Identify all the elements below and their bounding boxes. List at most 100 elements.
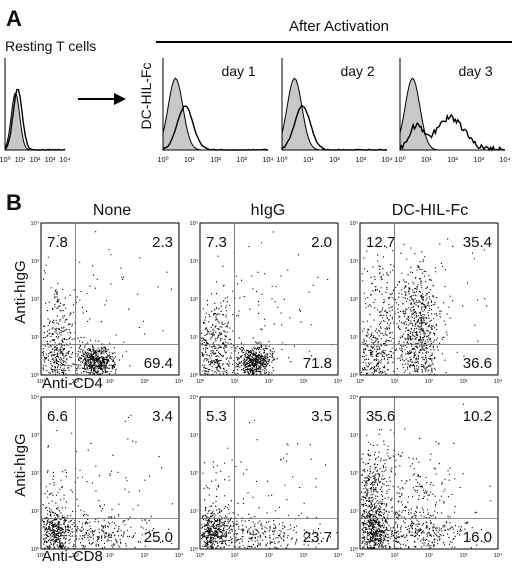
histogram-panel-0: 10⁰ 10¹ 10² 10³ 10⁴ [0,58,71,164]
quadrant-value-upper-right: 3.4 [152,408,173,425]
scatter-x-tick: 10² [106,553,114,559]
histogram-shaded-curve [399,77,505,151]
quadrant-value-upper-right: 2.0 [311,234,332,251]
scatter-y-tick: 10¹ [350,509,358,515]
histogram-tick-label: 10² [447,155,458,164]
histogram-tick-label: 10⁰ [0,155,11,164]
panel-b-letter: B [6,190,22,215]
scatter-x-tick: 10⁰ [356,552,365,559]
histogram-tick-label: 10² [30,155,41,164]
scatter-x-tick: 10⁴ [334,378,343,385]
histogram-tick-label: 10² [210,155,221,164]
quadrant-value-upper-right: 10.2 [463,408,492,425]
scatter-x-tick: 10² [425,553,433,559]
scatter-x-tick: 10⁰ [356,378,365,385]
histogram-tick-label: 10³ [45,155,56,164]
quadrant-value-upper-left: 7.3 [206,234,227,251]
row2-ylabel: Anti-hIgG [12,433,29,496]
scatter-dots [42,231,173,375]
scatter-x-tick: 10¹ [231,379,239,385]
row1-xlabel: Anti-CD4 [42,375,103,392]
scatter-y-tick: 10⁴ [190,220,199,227]
scatter-x-tick: 10³ [141,553,149,559]
col-title-none: None [93,202,131,219]
scatter-x-tick: 10⁴ [334,552,343,559]
scatter-x-tick: 10³ [460,379,468,385]
histogram-day-label: day 3 [458,63,492,79]
scatter-y-tick: 10³ [31,259,39,265]
quadrant-value-lower-right: 25.0 [144,529,173,546]
scatter-frame [199,222,339,376]
quadrant-value-lower-right: 71.8 [303,355,332,372]
scatter-x-tick: 10³ [460,553,468,559]
scatter-y-tick: 10⁰ [190,372,199,379]
scatter-x-tick: 10⁴ [175,552,184,559]
scatter-dots [201,231,333,375]
scatter-x-tick: 10¹ [391,379,399,385]
scatter-x-tick: 10⁰ [196,378,205,385]
histogram-tick-label: 10⁴ [262,155,274,164]
scatter-x-tick: 10⁴ [175,378,184,385]
scatter-x-tick: 10⁰ [196,552,205,559]
histogram-tick-label: 10⁰ [157,155,168,164]
scatter-x-tick: 10⁴ [494,378,503,385]
scatter-y-tick: 10² [31,471,39,477]
scatter-y-tick: 10⁴ [31,394,40,401]
scatter-x-tick: 10³ [141,379,149,385]
scatter-y-tick: 10³ [350,259,358,265]
histogram-tick-label: 10¹ [15,155,26,164]
scatter-y-tick: 10² [350,471,358,477]
scatter-y-tick: 10⁰ [350,372,359,379]
quadrant-value-upper-left: 35.6 [366,408,395,425]
scatter-x-tick: 10⁴ [494,552,503,559]
histogram-tick-label: 10² [329,155,340,164]
row1-ylabel: Anti-hIgG [12,260,29,323]
scatter-plots: 7.8 2.369.410⁰10⁰10¹10¹10²10²10³10³10⁴10⁴… [31,220,503,559]
histogram-shaded-curve [162,77,268,151]
panel-a-letter: A [6,6,22,31]
quadrant-value-upper-left: 5.3 [206,408,227,425]
quadrant-value-upper-left: 6.6 [47,408,68,425]
scatter-y-tick: 10² [190,297,198,303]
histogram-open-curve [281,104,388,151]
panel-a-ylabel: DC-HIL-Fc [138,63,154,130]
arrow-icon [78,93,126,105]
scatter-x-tick: 10² [106,379,114,385]
scatter-y-tick: 10⁰ [350,546,359,553]
scatter-y-tick: 10⁴ [350,220,359,227]
scatter-y-tick: 10¹ [31,335,39,341]
col-title-dchilfc: DC-HIL-Fc [392,202,468,219]
quadrant-value-upper-left: 7.8 [47,234,68,251]
scatter-x-tick: 10³ [300,553,308,559]
histogram-open-curve [399,113,505,152]
scatter-y-tick: 10⁴ [31,220,40,227]
histogram-tick-label: 10¹ [421,155,432,164]
histogram-tick-label: 10³ [355,155,366,164]
scatter-frame [359,396,499,550]
col-title-higg: hIgG [251,202,286,219]
scatter-x-tick: 10² [265,379,273,385]
histogram-tick-label: 10¹ [184,155,195,164]
histogram-tick-label: 10⁴ [499,155,511,164]
quadrant-value-upper-right: 2.3 [152,234,173,251]
quadrant-value-upper-left: 12.7 [366,234,395,251]
histogram-tick-label: 10¹ [303,155,314,164]
scatter-x-tick: 10⁰ [37,378,46,385]
quadrant-value-lower-right: 36.6 [463,355,492,372]
scatter-y-tick: 10³ [31,433,39,439]
scatter-frame [359,222,499,376]
scatter-dots [201,419,338,549]
histogram-day-label: day 1 [221,63,255,79]
quadrant-value-lower-right: 23.7 [303,529,332,546]
row2-xlabel: Anti-CD8 [42,548,103,565]
scatter-y-tick: 10⁰ [31,546,40,553]
resting-label: Resting T cells [5,38,96,54]
scatter-dots [361,238,488,375]
